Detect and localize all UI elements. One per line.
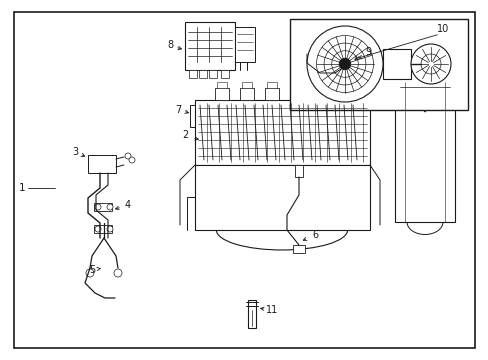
Bar bbox=[316, 82, 326, 88]
Bar bbox=[214, 108, 221, 122]
Bar bbox=[302, 48, 311, 54]
Text: 5: 5 bbox=[89, 265, 95, 275]
Bar bbox=[189, 70, 197, 78]
Bar bbox=[339, 88, 353, 100]
Circle shape bbox=[316, 36, 373, 93]
Circle shape bbox=[324, 43, 365, 85]
Bar bbox=[199, 70, 206, 78]
Text: 2: 2 bbox=[182, 130, 188, 140]
Circle shape bbox=[350, 40, 357, 46]
Text: 10: 10 bbox=[436, 24, 448, 34]
Bar bbox=[357, 58, 371, 66]
Bar bbox=[355, 74, 365, 79]
Bar bbox=[195, 100, 369, 165]
Bar bbox=[289, 88, 304, 100]
Bar bbox=[291, 82, 302, 88]
Circle shape bbox=[300, 31, 307, 37]
Text: 6: 6 bbox=[311, 230, 317, 240]
Bar bbox=[217, 82, 226, 88]
Text: 9: 9 bbox=[364, 47, 370, 57]
Circle shape bbox=[356, 40, 363, 46]
Circle shape bbox=[129, 157, 135, 163]
Bar bbox=[94, 203, 112, 211]
Bar bbox=[351, 56, 361, 61]
Circle shape bbox=[107, 204, 113, 210]
Text: 11: 11 bbox=[265, 305, 278, 315]
Bar bbox=[266, 82, 276, 88]
Circle shape bbox=[125, 153, 131, 159]
Bar bbox=[294, 165, 303, 177]
Bar bbox=[184, 22, 235, 70]
Bar bbox=[341, 82, 351, 88]
Bar bbox=[88, 155, 116, 173]
Bar bbox=[359, 66, 369, 71]
Circle shape bbox=[95, 204, 101, 210]
Circle shape bbox=[331, 51, 358, 77]
Bar bbox=[221, 70, 228, 78]
Bar bbox=[289, 19, 467, 110]
Circle shape bbox=[95, 226, 101, 232]
Bar bbox=[235, 27, 254, 62]
Circle shape bbox=[410, 44, 450, 84]
Text: 4: 4 bbox=[124, 200, 131, 210]
Circle shape bbox=[339, 58, 350, 70]
Bar bbox=[198, 108, 204, 122]
Bar bbox=[292, 245, 305, 253]
Bar bbox=[349, 48, 363, 56]
Bar bbox=[208, 70, 217, 78]
Bar bbox=[240, 88, 253, 100]
Bar bbox=[242, 82, 251, 88]
Polygon shape bbox=[409, 92, 439, 112]
Circle shape bbox=[420, 54, 440, 74]
Circle shape bbox=[86, 269, 94, 277]
Text: 1: 1 bbox=[19, 183, 25, 193]
Bar bbox=[190, 105, 224, 127]
Bar bbox=[394, 82, 454, 222]
Bar bbox=[299, 38, 313, 48]
Bar bbox=[247, 300, 256, 328]
Bar bbox=[246, 110, 262, 122]
Bar bbox=[94, 225, 112, 233]
Circle shape bbox=[107, 226, 113, 232]
Bar bbox=[264, 88, 279, 100]
Bar bbox=[195, 165, 369, 230]
Bar bbox=[382, 49, 410, 79]
Bar bbox=[224, 107, 246, 125]
Circle shape bbox=[114, 269, 122, 277]
Bar bbox=[205, 108, 213, 122]
Text: 8: 8 bbox=[166, 40, 173, 50]
Circle shape bbox=[306, 31, 313, 37]
Text: 7: 7 bbox=[175, 105, 181, 115]
Bar bbox=[215, 88, 228, 100]
Bar bbox=[353, 66, 367, 74]
Circle shape bbox=[306, 26, 382, 102]
Bar bbox=[314, 88, 328, 100]
Text: 3: 3 bbox=[72, 147, 78, 157]
